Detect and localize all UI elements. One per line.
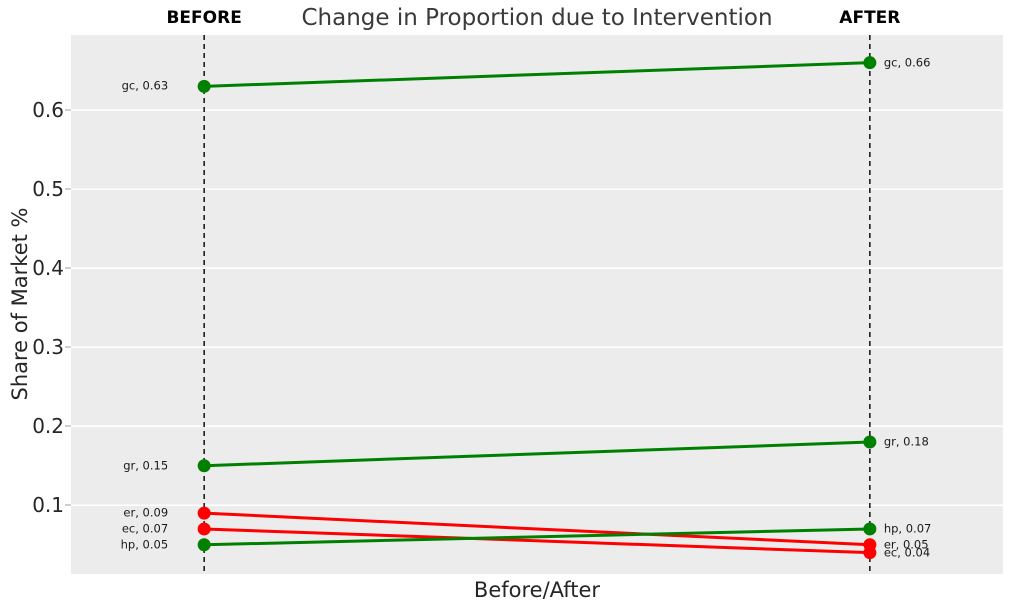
ytick-mark: [65, 109, 71, 112]
series-line-ec: [204, 527, 870, 555]
data-point-gc-after: [863, 56, 877, 70]
annotation-er-before: er, 0.09: [123, 505, 169, 520]
slope-chart-svg: [71, 35, 1003, 574]
y-axis-label: Share of Market %: [8, 207, 32, 401]
series-line-er: [204, 511, 870, 547]
data-point-hp-before: [197, 538, 211, 552]
column-label-before: BEFORE: [166, 8, 242, 28]
data-point-hp-after: [863, 522, 877, 536]
annotation-gc-after: gc, 0.66: [883, 55, 931, 70]
data-point-ec-before: [197, 522, 211, 536]
plot-background: [71, 35, 1003, 574]
data-point-gr-before: [197, 459, 211, 473]
ytick-label: 0.6: [32, 98, 64, 123]
annotation-ec-after: ec, 0.04: [883, 545, 931, 560]
annotation-gr-after: gr, 0.18: [883, 434, 929, 449]
chart-title: Change in Proportion due to Intervention: [301, 5, 773, 31]
x-axis-label: Before/After: [473, 578, 601, 602]
annotation-ec-before: ec, 0.07: [121, 521, 169, 536]
column-label-after: AFTER: [839, 8, 901, 28]
ytick-label: 0.1: [32, 493, 64, 518]
plot-area: [71, 35, 1003, 574]
ytick-label: 0.3: [32, 335, 64, 360]
annotation-hp-before: hp, 0.05: [120, 537, 169, 552]
ytick-mark: [65, 267, 71, 270]
data-point-gc-before: [197, 79, 211, 93]
series-line-hp: [204, 527, 870, 547]
ytick-mark: [65, 346, 71, 349]
data-point-er-before: [197, 506, 211, 520]
series-line-gr: [204, 440, 870, 468]
data-point-ec-after: [863, 546, 877, 560]
series-line-gc: [204, 61, 870, 88]
ytick-label: 0.5: [32, 177, 64, 202]
ytick-mark: [65, 504, 71, 507]
annotation-er-after: er, 0.05: [883, 537, 929, 552]
ytick-label: 0.2: [32, 414, 64, 439]
annotation-hp-after: hp, 0.07: [883, 521, 932, 536]
annotation-gr-before: gr, 0.15: [123, 458, 169, 473]
ytick-mark: [65, 425, 71, 428]
ytick-label: 0.4: [32, 256, 64, 281]
annotation-gc-before: gc, 0.63: [121, 79, 169, 94]
ytick-mark: [65, 188, 71, 191]
data-point-gr-after: [863, 435, 877, 449]
